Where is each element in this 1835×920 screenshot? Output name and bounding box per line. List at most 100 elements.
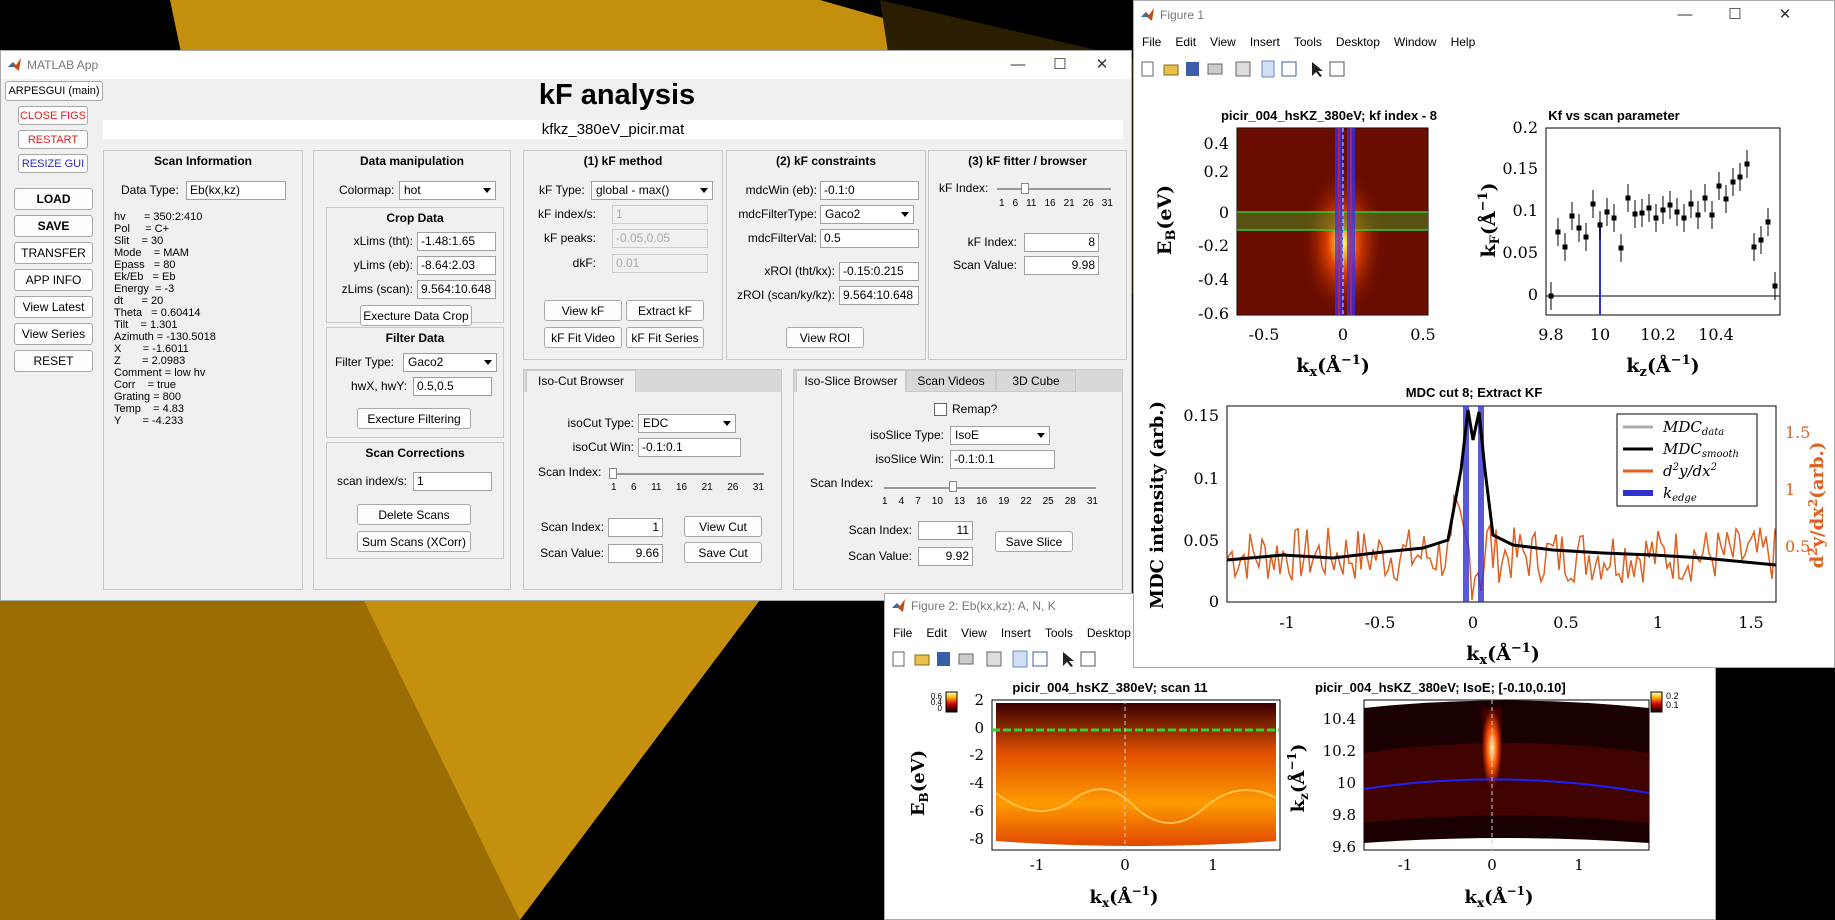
view-latest-button[interactable]: View Latest xyxy=(14,296,93,318)
menu-window[interactable]: Window xyxy=(1393,35,1437,49)
zroi-field[interactable]: 9.564:10.648 xyxy=(839,286,919,305)
isocut-type-label: isoCut Type: xyxy=(567,416,634,430)
kf-method-panel: (1) kF method kF Type: global - max() kF… xyxy=(523,150,723,360)
execute-filtering-button[interactable]: Execture Filtering xyxy=(357,408,471,429)
scan-index-field[interactable]: 1 xyxy=(608,518,663,537)
menu-tools[interactable]: Tools xyxy=(1293,35,1322,49)
isoslice-slider-thumb[interactable] xyxy=(949,481,957,492)
kf-index-slider[interactable] xyxy=(997,188,1111,190)
kf-index-field[interactable]: 1 xyxy=(612,205,708,224)
app-info-button[interactable]: APP INFO xyxy=(14,269,93,291)
isoslice-type-value: IsoE xyxy=(955,428,980,442)
load-button[interactable]: LOAD xyxy=(14,188,93,210)
transfer-button[interactable]: TRANSFER xyxy=(14,242,93,264)
colormap-label: Colormap: xyxy=(339,183,395,197)
tab-3d-cube[interactable]: 3D Cube xyxy=(996,370,1076,392)
kf-peaks-field[interactable]: -0.05,0.05 xyxy=(612,229,708,248)
isocut-slider-thumb[interactable] xyxy=(609,468,617,479)
scan-information-panel: Scan Information Data Type: Eb(kx,kz) hv… xyxy=(103,150,303,590)
menu-desktop[interactable]: Desktop xyxy=(1335,35,1380,49)
isocut-win-field[interactable]: -0.1:0.1 xyxy=(638,438,741,457)
maximize-icon[interactable]: ☐ xyxy=(1728,6,1742,23)
kf-index-slider-thumb[interactable] xyxy=(1021,183,1029,194)
close-icon[interactable]: ✕ xyxy=(1778,6,1792,23)
tab-isoslice-browser[interactable]: Iso-Slice Browser xyxy=(796,370,906,392)
menu-insert[interactable]: Insert xyxy=(1000,626,1031,640)
kf-index-field[interactable]: 8 xyxy=(1024,233,1099,252)
menu-file[interactable]: File xyxy=(1142,35,1162,49)
isocut-scan-index-slider[interactable] xyxy=(611,473,764,475)
data-type-field[interactable]: Eb(kx,kz) xyxy=(186,181,286,200)
scan-value-field[interactable]: 9.98 xyxy=(1024,256,1099,275)
scan-value-field[interactable]: 9.66 xyxy=(608,544,663,563)
dkf-field[interactable]: 0.01 xyxy=(612,254,708,273)
reset-button[interactable]: RESET xyxy=(14,350,93,372)
kf-point xyxy=(1758,237,1764,243)
mdcfiltertype-select[interactable]: Gaco2 xyxy=(820,205,914,224)
close-icon[interactable]: ✕ xyxy=(1095,56,1109,73)
kf-point xyxy=(1730,179,1736,185)
menu-view[interactable]: View xyxy=(1210,35,1236,49)
menu-help[interactable]: Help xyxy=(1450,35,1476,49)
filter-type-select[interactable]: Gaco2 xyxy=(403,353,497,372)
ytick: 10.4 xyxy=(1323,710,1356,728)
kf-type-select[interactable]: global - max() xyxy=(591,181,713,200)
tab-arpesgui-main[interactable]: ARPESGUI (main) xyxy=(5,81,103,101)
restart-button[interactable]: RESTART xyxy=(18,130,88,149)
xtick: 0 xyxy=(1487,856,1497,874)
window-title: Figure 2: Eb(kx,kz): A, N, K xyxy=(911,599,1056,613)
menu-view[interactable]: View xyxy=(961,626,987,640)
isocut-type-select[interactable]: EDC xyxy=(638,414,736,433)
kf-point xyxy=(1632,211,1638,217)
dkf-label: dkF: xyxy=(572,256,596,270)
crop-data-panel: Crop Data xLims (tht): -1.48:1.65 yLims … xyxy=(326,207,504,326)
xroi-field[interactable]: -0.15:0.215 xyxy=(839,262,919,281)
delete-scans-button[interactable]: Delete Scans xyxy=(357,504,471,525)
save-button[interactable]: SAVE xyxy=(14,215,93,237)
ylims-field[interactable]: -8.64:2.03 xyxy=(417,256,496,275)
xtick: 1 xyxy=(1574,856,1584,874)
colormap-select[interactable]: hot xyxy=(399,181,496,200)
mdcwin-field[interactable]: -0.1:0 xyxy=(820,181,919,200)
mdcfilterval-field[interactable]: 0.5 xyxy=(820,229,919,248)
minimize-icon[interactable]: — xyxy=(1677,6,1693,23)
close-figs-button[interactable]: CLOSE FIGS xyxy=(18,106,88,125)
scan-index-field[interactable]: 1 xyxy=(413,472,492,491)
kf-point xyxy=(1681,215,1687,221)
minimize-icon[interactable]: — xyxy=(1010,56,1026,73)
isoslice-type-select[interactable]: IsoE xyxy=(950,426,1050,445)
menu-desktop[interactable]: Desktop xyxy=(1086,626,1131,640)
isoslice-scan-index-slider[interactable] xyxy=(884,487,1096,489)
sum-scans-button[interactable]: Sum Scans (XCorr) xyxy=(357,531,471,552)
extract-kf-button[interactable]: Extract kF xyxy=(626,300,704,321)
zlims-field[interactable]: 9.564:10.648 xyxy=(417,280,496,299)
execute-data-crop-button[interactable]: Execture Data Crop xyxy=(360,305,472,326)
view-roi-button[interactable]: View ROI xyxy=(786,327,864,348)
kf-fit-series-button[interactable]: kF Fit Series xyxy=(626,327,704,348)
view-kf-button[interactable]: View kF xyxy=(544,300,622,321)
menu-insert[interactable]: Insert xyxy=(1249,35,1280,49)
scan-index-field[interactable]: 11 xyxy=(918,521,973,540)
menu-edit[interactable]: Edit xyxy=(1175,35,1197,49)
view-series-button[interactable]: View Series xyxy=(14,323,93,345)
xtick: 1.5 xyxy=(1738,613,1763,632)
resize-gui-button[interactable]: RESIZE GUI xyxy=(18,154,88,173)
maximize-icon[interactable]: ☐ xyxy=(1053,56,1067,73)
tab-scan-videos[interactable]: Scan Videos xyxy=(906,370,996,392)
save-cut-button[interactable]: Save Cut xyxy=(684,542,762,563)
isoslice-win-field[interactable]: -0.1:0.1 xyxy=(950,450,1055,469)
kf-fit-video-button[interactable]: kF Fit Video xyxy=(544,327,622,348)
isocut-slider-ticks: 1 6 11 16 21 26 31 xyxy=(611,482,764,493)
menu-edit[interactable]: Edit xyxy=(926,626,948,640)
save-slice-button[interactable]: Save Slice xyxy=(995,531,1073,552)
hw-field[interactable]: 0.5,0.5 xyxy=(413,377,492,396)
menu-file[interactable]: File xyxy=(893,626,913,640)
view-cut-button[interactable]: View Cut xyxy=(684,516,762,537)
tab-isocut-browser[interactable]: Iso-Cut Browser xyxy=(526,370,636,392)
menu-tools[interactable]: Tools xyxy=(1044,626,1073,640)
xlims-field[interactable]: -1.48:1.65 xyxy=(417,232,496,251)
scan-value-field[interactable]: 9.92 xyxy=(918,547,973,566)
scan-info-text: hv = 350:2:410 Pol = C+ Slit = 30 Mode =… xyxy=(114,211,216,427)
fig2-ax2-title: picir_004_hsKZ_380eV; IsoE; [-0.10,0.10] xyxy=(1315,680,1566,695)
remap-checkbox[interactable] xyxy=(934,403,947,416)
